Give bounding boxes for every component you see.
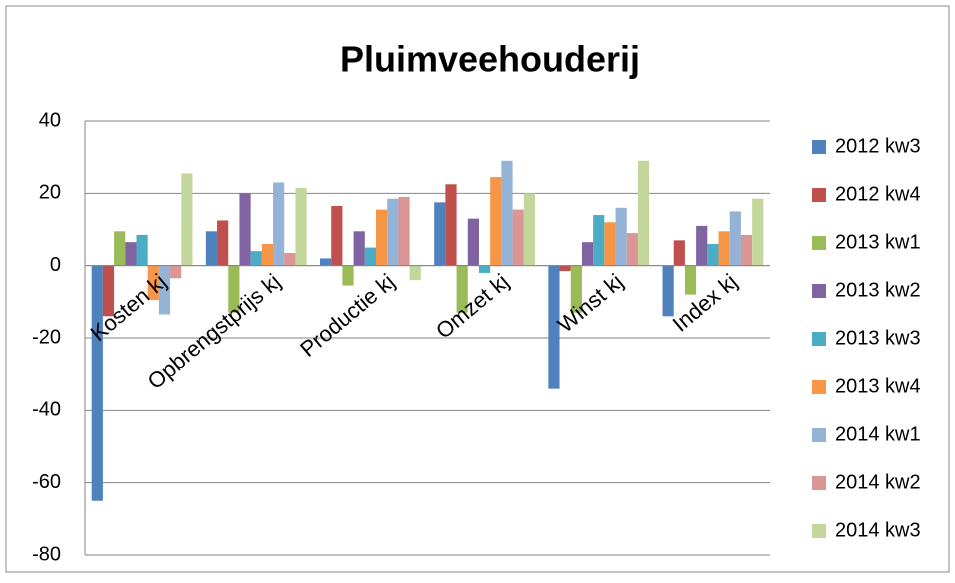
bar <box>353 231 365 266</box>
bar <box>136 234 148 266</box>
bar <box>467 218 479 266</box>
bar <box>205 231 218 266</box>
y-tick-label: 0 <box>50 254 61 276</box>
bar <box>662 265 674 317</box>
y-tick-label: 40 <box>39 109 61 131</box>
legend-swatch <box>812 140 826 154</box>
bar <box>331 205 343 266</box>
bar <box>217 220 229 266</box>
bar <box>239 193 251 266</box>
bar <box>158 265 171 315</box>
legend-label: 2013 kw3 <box>835 327 921 349</box>
bar <box>342 265 354 286</box>
bar <box>559 265 571 272</box>
legend-label: 2014 kw3 <box>835 519 921 541</box>
bar <box>114 231 126 266</box>
bar <box>740 234 753 266</box>
bar <box>752 198 764 266</box>
y-tick-label: -40 <box>32 399 61 421</box>
bar <box>125 242 137 266</box>
y-tick-label: -20 <box>32 326 61 348</box>
legend-swatch <box>812 428 826 442</box>
bar <box>434 202 446 266</box>
legend-swatch <box>812 284 826 298</box>
bar <box>456 265 468 313</box>
legend-swatch <box>812 188 826 202</box>
bar <box>615 207 627 266</box>
bar <box>570 265 582 313</box>
legend-swatch <box>812 524 826 538</box>
bar <box>581 242 594 266</box>
bar <box>684 265 697 295</box>
bar <box>445 184 457 266</box>
bar <box>501 160 513 266</box>
legend-label: 2013 kw1 <box>835 231 921 253</box>
bar <box>626 233 638 266</box>
bar <box>696 225 708 266</box>
bar <box>102 265 115 317</box>
bar <box>718 231 730 266</box>
bar <box>284 253 296 266</box>
legend-swatch <box>812 332 826 346</box>
legend-label: 2012 kw4 <box>835 183 921 205</box>
legend-label: 2013 kw4 <box>835 375 921 397</box>
y-tick-label: -60 <box>32 471 61 493</box>
chart-title: Pluimveehouderij <box>340 39 640 80</box>
bar <box>512 209 524 266</box>
y-tick-label: -80 <box>32 543 61 565</box>
bar <box>376 209 388 266</box>
bar <box>228 265 240 313</box>
bar <box>490 177 502 266</box>
bar <box>261 243 274 266</box>
legend-swatch <box>812 236 826 250</box>
bar <box>147 265 159 301</box>
bar <box>707 243 719 266</box>
legend-swatch <box>812 380 826 394</box>
bar <box>295 187 307 266</box>
bar <box>604 222 616 266</box>
bar <box>273 182 285 266</box>
bar <box>637 160 650 266</box>
bar <box>478 265 491 273</box>
legend-label: 2014 kw1 <box>835 423 921 445</box>
bar <box>593 215 605 266</box>
bar <box>91 265 103 501</box>
legend-label: 2014 kw2 <box>835 471 921 493</box>
bar <box>170 265 182 279</box>
bar <box>181 173 193 266</box>
legend-swatch <box>812 476 826 490</box>
bar <box>364 247 377 266</box>
bar <box>320 258 332 266</box>
bar <box>387 198 399 266</box>
bar <box>548 265 560 389</box>
bar <box>673 240 685 266</box>
bar <box>523 193 535 266</box>
bar <box>398 196 410 266</box>
bar <box>729 211 741 266</box>
legend-label: 2012 kw3 <box>835 135 921 157</box>
y-tick-label: 20 <box>39 182 61 204</box>
legend-label: 2013 kw2 <box>835 279 921 301</box>
bar <box>409 265 421 281</box>
bar <box>250 251 262 266</box>
